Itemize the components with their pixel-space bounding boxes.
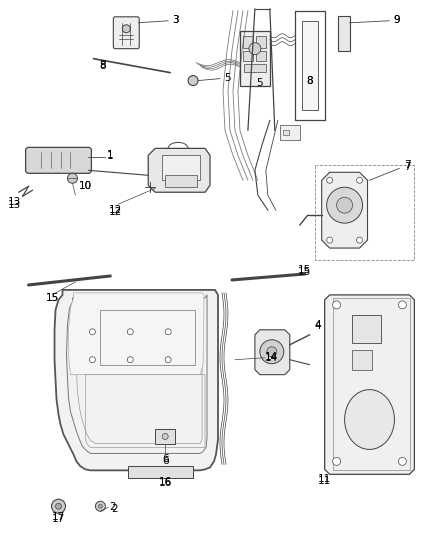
Text: 3: 3 [172, 15, 178, 25]
Circle shape [249, 43, 261, 55]
Circle shape [327, 237, 332, 243]
Text: 10: 10 [79, 181, 92, 191]
Bar [244, 63, 266, 71]
Ellipse shape [345, 390, 395, 449]
Bar [256, 36, 266, 47]
Polygon shape [148, 148, 210, 192]
Text: 17: 17 [52, 514, 65, 524]
Text: 11: 11 [318, 474, 331, 484]
Text: 9: 9 [393, 15, 400, 25]
Circle shape [89, 329, 95, 335]
Circle shape [337, 197, 353, 213]
Text: 4: 4 [314, 320, 321, 330]
Circle shape [267, 347, 277, 357]
Text: 8: 8 [99, 61, 106, 71]
Bar [128, 466, 193, 478]
Bar [338, 16, 350, 51]
Text: 2: 2 [109, 502, 116, 512]
Polygon shape [68, 293, 204, 375]
Circle shape [260, 340, 284, 364]
Polygon shape [325, 295, 414, 474]
Circle shape [99, 504, 102, 508]
Text: 5: 5 [257, 78, 263, 87]
Circle shape [127, 357, 133, 362]
Text: 11: 11 [318, 477, 331, 486]
Text: 3: 3 [172, 15, 178, 25]
Text: 16: 16 [159, 478, 172, 487]
Circle shape [165, 329, 171, 335]
Circle shape [327, 177, 332, 183]
Text: 8: 8 [307, 76, 313, 86]
Circle shape [127, 329, 133, 335]
Polygon shape [321, 172, 367, 248]
Circle shape [56, 503, 61, 509]
Text: 13: 13 [8, 200, 21, 210]
Text: 6: 6 [162, 456, 169, 466]
FancyBboxPatch shape [113, 17, 139, 49]
Circle shape [95, 501, 106, 511]
Bar [332, 298, 410, 470]
Circle shape [399, 457, 406, 465]
Text: 8: 8 [307, 76, 313, 86]
Bar [314, 165, 414, 260]
Text: 4: 4 [314, 321, 321, 331]
Text: 6: 6 [162, 455, 169, 464]
Text: 15: 15 [298, 267, 311, 277]
Circle shape [332, 457, 341, 465]
Circle shape [67, 173, 78, 183]
Text: 10: 10 [79, 181, 92, 191]
Bar [280, 125, 300, 140]
Bar [100, 310, 195, 365]
Bar [283, 131, 289, 135]
Bar [240, 31, 270, 86]
Text: 9: 9 [393, 15, 400, 25]
Text: 15: 15 [46, 293, 59, 303]
Polygon shape [54, 290, 218, 470]
Bar [352, 315, 381, 343]
Text: 2: 2 [111, 504, 118, 514]
Bar [155, 430, 175, 445]
Circle shape [327, 187, 363, 223]
FancyBboxPatch shape [25, 148, 92, 173]
Bar [165, 175, 197, 187]
Circle shape [399, 301, 406, 309]
Text: 15: 15 [298, 265, 311, 275]
Bar [256, 51, 266, 61]
Circle shape [357, 177, 363, 183]
Text: 7: 7 [404, 163, 411, 172]
Bar [243, 51, 253, 61]
Circle shape [188, 76, 198, 86]
Text: 1: 1 [107, 150, 113, 160]
Bar [302, 21, 318, 110]
Text: 5: 5 [225, 72, 231, 83]
Bar [243, 36, 253, 47]
Text: 17: 17 [52, 512, 65, 522]
Text: 14: 14 [265, 352, 279, 362]
Bar [352, 350, 371, 370]
Circle shape [165, 357, 171, 362]
Text: 12: 12 [109, 205, 122, 215]
Circle shape [89, 357, 95, 362]
Text: 7: 7 [404, 160, 411, 171]
Text: 14: 14 [265, 353, 279, 363]
Circle shape [332, 301, 341, 309]
Circle shape [162, 433, 168, 439]
Text: 1: 1 [107, 151, 113, 161]
Text: 13: 13 [8, 197, 21, 207]
Text: 15: 15 [46, 293, 59, 303]
Polygon shape [255, 330, 290, 375]
Circle shape [357, 237, 363, 243]
Text: 12: 12 [109, 207, 122, 217]
Bar [162, 155, 200, 180]
Circle shape [122, 25, 130, 33]
Circle shape [52, 499, 66, 513]
Text: 8: 8 [99, 60, 106, 70]
Text: 16: 16 [159, 478, 172, 488]
